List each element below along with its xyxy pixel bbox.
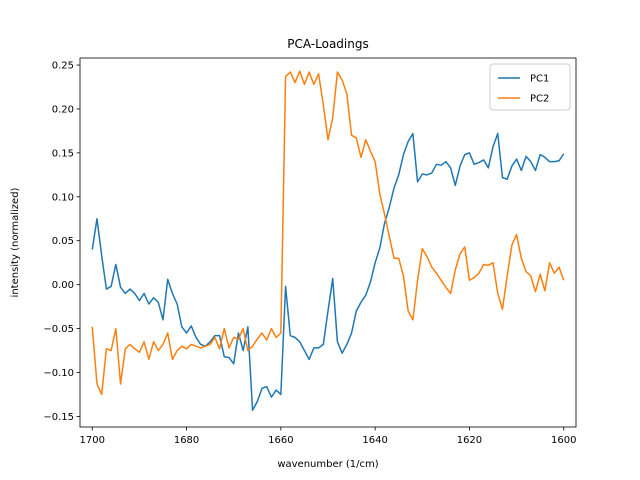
plot-area bbox=[79, 57, 577, 428]
y-tick-label: −0.15 bbox=[43, 412, 74, 423]
y-tick-label: 0.00 bbox=[52, 280, 74, 291]
y-tick-label: −0.10 bbox=[43, 368, 74, 379]
series-line-pc2 bbox=[91, 70, 565, 396]
x-tick-label: 1660 bbox=[268, 435, 293, 446]
series-line-pc1 bbox=[91, 132, 565, 412]
x-tick-label: 1680 bbox=[174, 435, 199, 446]
y-axis: −0.15 −0.10 −0.05 0.00 0.05 0.10 0.15 0.20 0.25 bbox=[43, 61, 80, 423]
series-layer bbox=[91, 70, 565, 412]
y-tick-label: 0.15 bbox=[52, 148, 74, 159]
x-tick-label: 1640 bbox=[362, 435, 387, 446]
plot-frame bbox=[79, 57, 577, 428]
y-tick-label: 0.25 bbox=[52, 61, 74, 72]
legend: PC1 PC2 bbox=[489, 63, 571, 111]
x-tick-label: 1620 bbox=[457, 435, 482, 446]
y-tick-label: 0.05 bbox=[52, 236, 74, 247]
x-tick-label: 1700 bbox=[80, 435, 105, 446]
y-tick-label: 0.20 bbox=[52, 104, 74, 115]
legend-label-pc2: PC2 bbox=[530, 94, 549, 105]
legend-label-pc1: PC1 bbox=[530, 74, 549, 85]
y-axis-label: intensity (normalized) bbox=[10, 187, 21, 297]
y-tick-label: 0.10 bbox=[52, 192, 74, 203]
x-tick-label: 1600 bbox=[551, 435, 576, 446]
chart-title: PCA-Loadings bbox=[287, 37, 369, 51]
x-axis-label: wavenumber (1/cm) bbox=[277, 459, 378, 470]
y-tick-label: −0.05 bbox=[43, 324, 74, 335]
x-axis: 1700 1680 1660 1640 1620 1600 bbox=[80, 427, 576, 446]
